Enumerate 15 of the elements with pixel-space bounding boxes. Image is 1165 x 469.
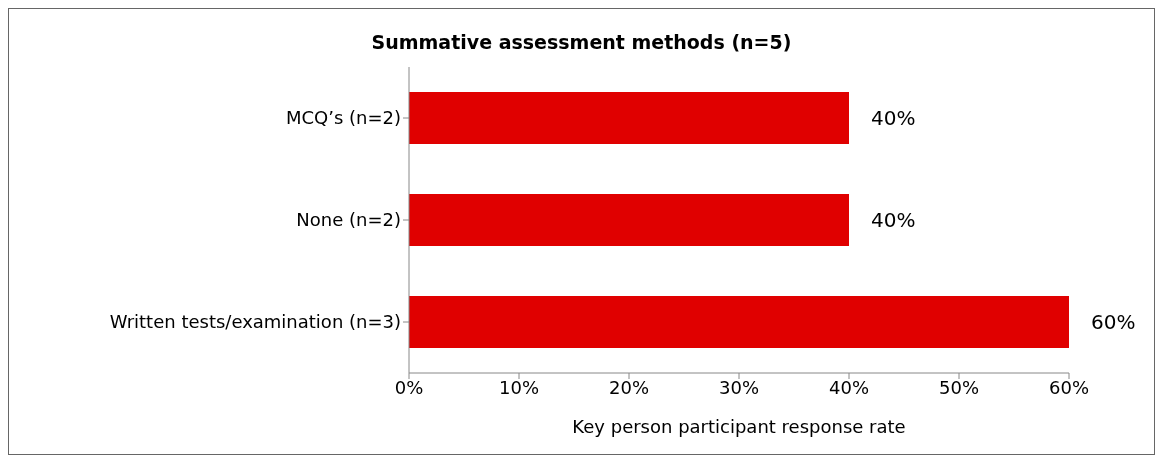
- x-tick-label: 40%: [828, 376, 870, 398]
- x-tick-label: 20%: [608, 376, 650, 398]
- x-axis-title: Key person participant response rate: [572, 416, 906, 437]
- data-label: 40%: [871, 106, 916, 131]
- y-tick-label: MCQ’s (n=2): [285, 107, 401, 129]
- chart-title: Summative assessment methods (n=5): [370, 31, 793, 53]
- y-tick-label: Written tests/examination (n=3): [109, 311, 401, 333]
- y-tick-label: None (n=2): [296, 209, 401, 231]
- x-tick-label: 30%: [718, 376, 760, 398]
- data-label: 60%: [1091, 310, 1136, 335]
- x-tick-label: 60%: [1048, 376, 1090, 398]
- data-label: 40%: [871, 208, 916, 233]
- x-tick-label: 0%: [394, 376, 424, 398]
- x-tick-label: 10%: [498, 376, 540, 398]
- x-tick-label: 50%: [938, 376, 980, 398]
